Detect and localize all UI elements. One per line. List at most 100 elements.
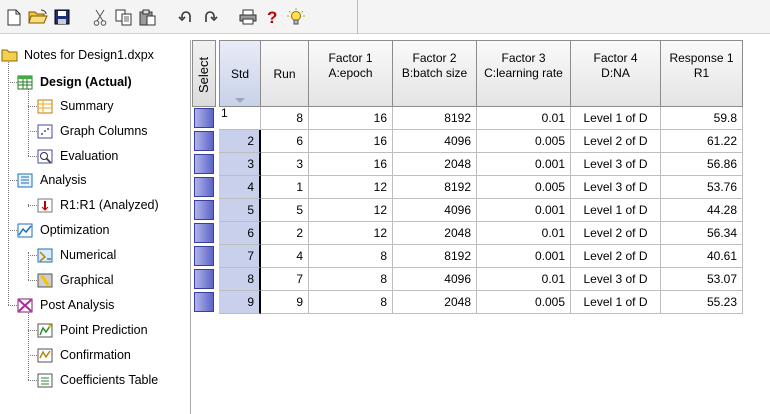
tip-icon[interactable]	[286, 6, 306, 28]
cell-run[interactable]: 7	[261, 268, 309, 291]
row-select-button[interactable]	[194, 292, 214, 312]
row-select-button[interactable]	[194, 200, 214, 220]
cell-epoch[interactable]: 8	[309, 291, 393, 314]
new-icon[interactable]	[4, 6, 24, 28]
tree-item-summary[interactable]: Summary	[37, 95, 113, 117]
cell-std[interactable]: 1	[219, 107, 261, 130]
cell-lr[interactable]: 0.001	[477, 245, 571, 268]
tree-item-r1-analyzed[interactable]: R1:R1 (Analyzed)	[37, 194, 159, 216]
row-select-button[interactable]	[194, 223, 214, 243]
cell-run[interactable]: 6	[261, 130, 309, 153]
column-header-factor-1[interactable]: Factor 1 A:epoch	[309, 40, 393, 107]
cell-std[interactable]: 9	[219, 291, 261, 314]
column-header-factor-2[interactable]: Factor 2 B:batch size	[393, 40, 477, 107]
redo-icon[interactable]	[200, 6, 220, 28]
row-select-button[interactable]	[194, 269, 214, 289]
cell-r1[interactable]: 56.86	[661, 153, 743, 176]
cell-batch[interactable]: 2048	[393, 291, 477, 314]
cell-std[interactable]: 3	[219, 153, 261, 176]
column-header-factor-4[interactable]: Factor 4 D:NA	[571, 40, 661, 107]
cell-r1[interactable]: 53.76	[661, 176, 743, 199]
cell-lr[interactable]: 0.005	[477, 176, 571, 199]
tree-item-design[interactable]: Design (Actual)	[17, 71, 132, 93]
cell-d[interactable]: Level 2 of D	[571, 130, 661, 153]
cell-epoch[interactable]: 8	[309, 268, 393, 291]
column-header-run[interactable]: Run	[261, 40, 309, 107]
print-icon[interactable]	[238, 6, 258, 28]
cell-epoch[interactable]: 16	[309, 107, 393, 130]
open-icon[interactable]	[28, 6, 48, 28]
cell-d[interactable]: Level 1 of D	[571, 107, 661, 130]
tree-item-analysis[interactable]: Analysis	[17, 169, 87, 191]
cell-epoch[interactable]: 16	[309, 130, 393, 153]
cell-batch[interactable]: 2048	[393, 153, 477, 176]
cell-batch[interactable]: 4096	[393, 199, 477, 222]
cell-d[interactable]: Level 2 of D	[571, 245, 661, 268]
cell-run[interactable]: 1	[261, 176, 309, 199]
cell-r1[interactable]: 56.34	[661, 222, 743, 245]
tree-item-point-prediction[interactable]: Point Prediction	[37, 319, 148, 341]
cell-r1[interactable]: 53.07	[661, 268, 743, 291]
cell-lr[interactable]: 0.001	[477, 153, 571, 176]
cell-lr[interactable]: 0.005	[477, 130, 571, 153]
row-select-button[interactable]	[194, 154, 214, 174]
undo-icon[interactable]	[176, 6, 196, 28]
cell-d[interactable]: Level 2 of D	[571, 222, 661, 245]
cell-d[interactable]: Level 1 of D	[571, 199, 661, 222]
cell-lr[interactable]: 0.01	[477, 222, 571, 245]
cell-run[interactable]: 2	[261, 222, 309, 245]
cell-r1[interactable]: 55.23	[661, 291, 743, 314]
tree-item-numerical[interactable]: Numerical	[37, 244, 116, 266]
cell-std[interactable]: 4	[219, 176, 261, 199]
help-icon[interactable]: ?	[262, 6, 282, 28]
tree-root[interactable]: Notes for Design1.dxpx	[1, 44, 154, 66]
tree-item-graph-columns[interactable]: Graph Columns	[37, 120, 148, 142]
select-column-header[interactable]: Select	[192, 40, 216, 107]
cell-epoch[interactable]: 12	[309, 199, 393, 222]
cell-r1[interactable]: 59.8	[661, 107, 743, 130]
tree-item-coefficients-table[interactable]: Coefficients Table	[37, 369, 158, 391]
cell-batch[interactable]: 4096	[393, 268, 477, 291]
cell-lr[interactable]: 0.01	[477, 107, 571, 130]
cell-epoch[interactable]: 16	[309, 153, 393, 176]
cell-std[interactable]: 8	[219, 268, 261, 291]
cell-epoch[interactable]: 12	[309, 222, 393, 245]
cell-lr[interactable]: 0.005	[477, 291, 571, 314]
cut-icon[interactable]	[90, 6, 110, 28]
cell-run[interactable]: 9	[261, 291, 309, 314]
cell-batch[interactable]: 8192	[393, 245, 477, 268]
row-select-button[interactable]	[194, 131, 214, 151]
column-header-response-1[interactable]: Response 1 R1	[661, 40, 743, 107]
cell-r1[interactable]: 61.22	[661, 130, 743, 153]
save-icon[interactable]	[52, 6, 72, 28]
paste-icon[interactable]	[138, 6, 158, 28]
cell-d[interactable]: Level 3 of D	[571, 268, 661, 291]
cell-run[interactable]: 8	[261, 107, 309, 130]
tree-item-evaluation[interactable]: Evaluation	[37, 145, 118, 167]
cell-r1[interactable]: 40.61	[661, 245, 743, 268]
cell-d[interactable]: Level 3 of D	[571, 176, 661, 199]
cell-batch[interactable]: 8192	[393, 176, 477, 199]
cell-std[interactable]: 6	[219, 222, 261, 245]
tree-item-graphical[interactable]: Graphical	[37, 269, 114, 291]
tree-item-optimization[interactable]: Optimization	[17, 219, 109, 241]
cell-batch[interactable]: 2048	[393, 222, 477, 245]
cell-lr[interactable]: 0.001	[477, 199, 571, 222]
row-select-button[interactable]	[194, 177, 214, 197]
tree-item-confirmation[interactable]: Confirmation	[37, 344, 131, 366]
cell-batch[interactable]: 8192	[393, 107, 477, 130]
cell-d[interactable]: Level 1 of D	[571, 291, 661, 314]
cell-std[interactable]: 2	[219, 130, 261, 153]
cell-batch[interactable]: 4096	[393, 130, 477, 153]
column-header-factor-3[interactable]: Factor 3 C:learning rate	[477, 40, 571, 107]
cell-d[interactable]: Level 3 of D	[571, 153, 661, 176]
cell-run[interactable]: 5	[261, 199, 309, 222]
row-select-button[interactable]	[194, 246, 214, 266]
column-header-std[interactable]: Std	[219, 40, 261, 107]
row-select-button[interactable]	[194, 108, 214, 128]
copy-icon[interactable]	[114, 6, 134, 28]
tree-item-post-analysis[interactable]: Post Analysis	[17, 294, 114, 316]
cell-r1[interactable]: 44.28	[661, 199, 743, 222]
cell-std[interactable]: 7	[219, 245, 261, 268]
cell-lr[interactable]: 0.01	[477, 268, 571, 291]
